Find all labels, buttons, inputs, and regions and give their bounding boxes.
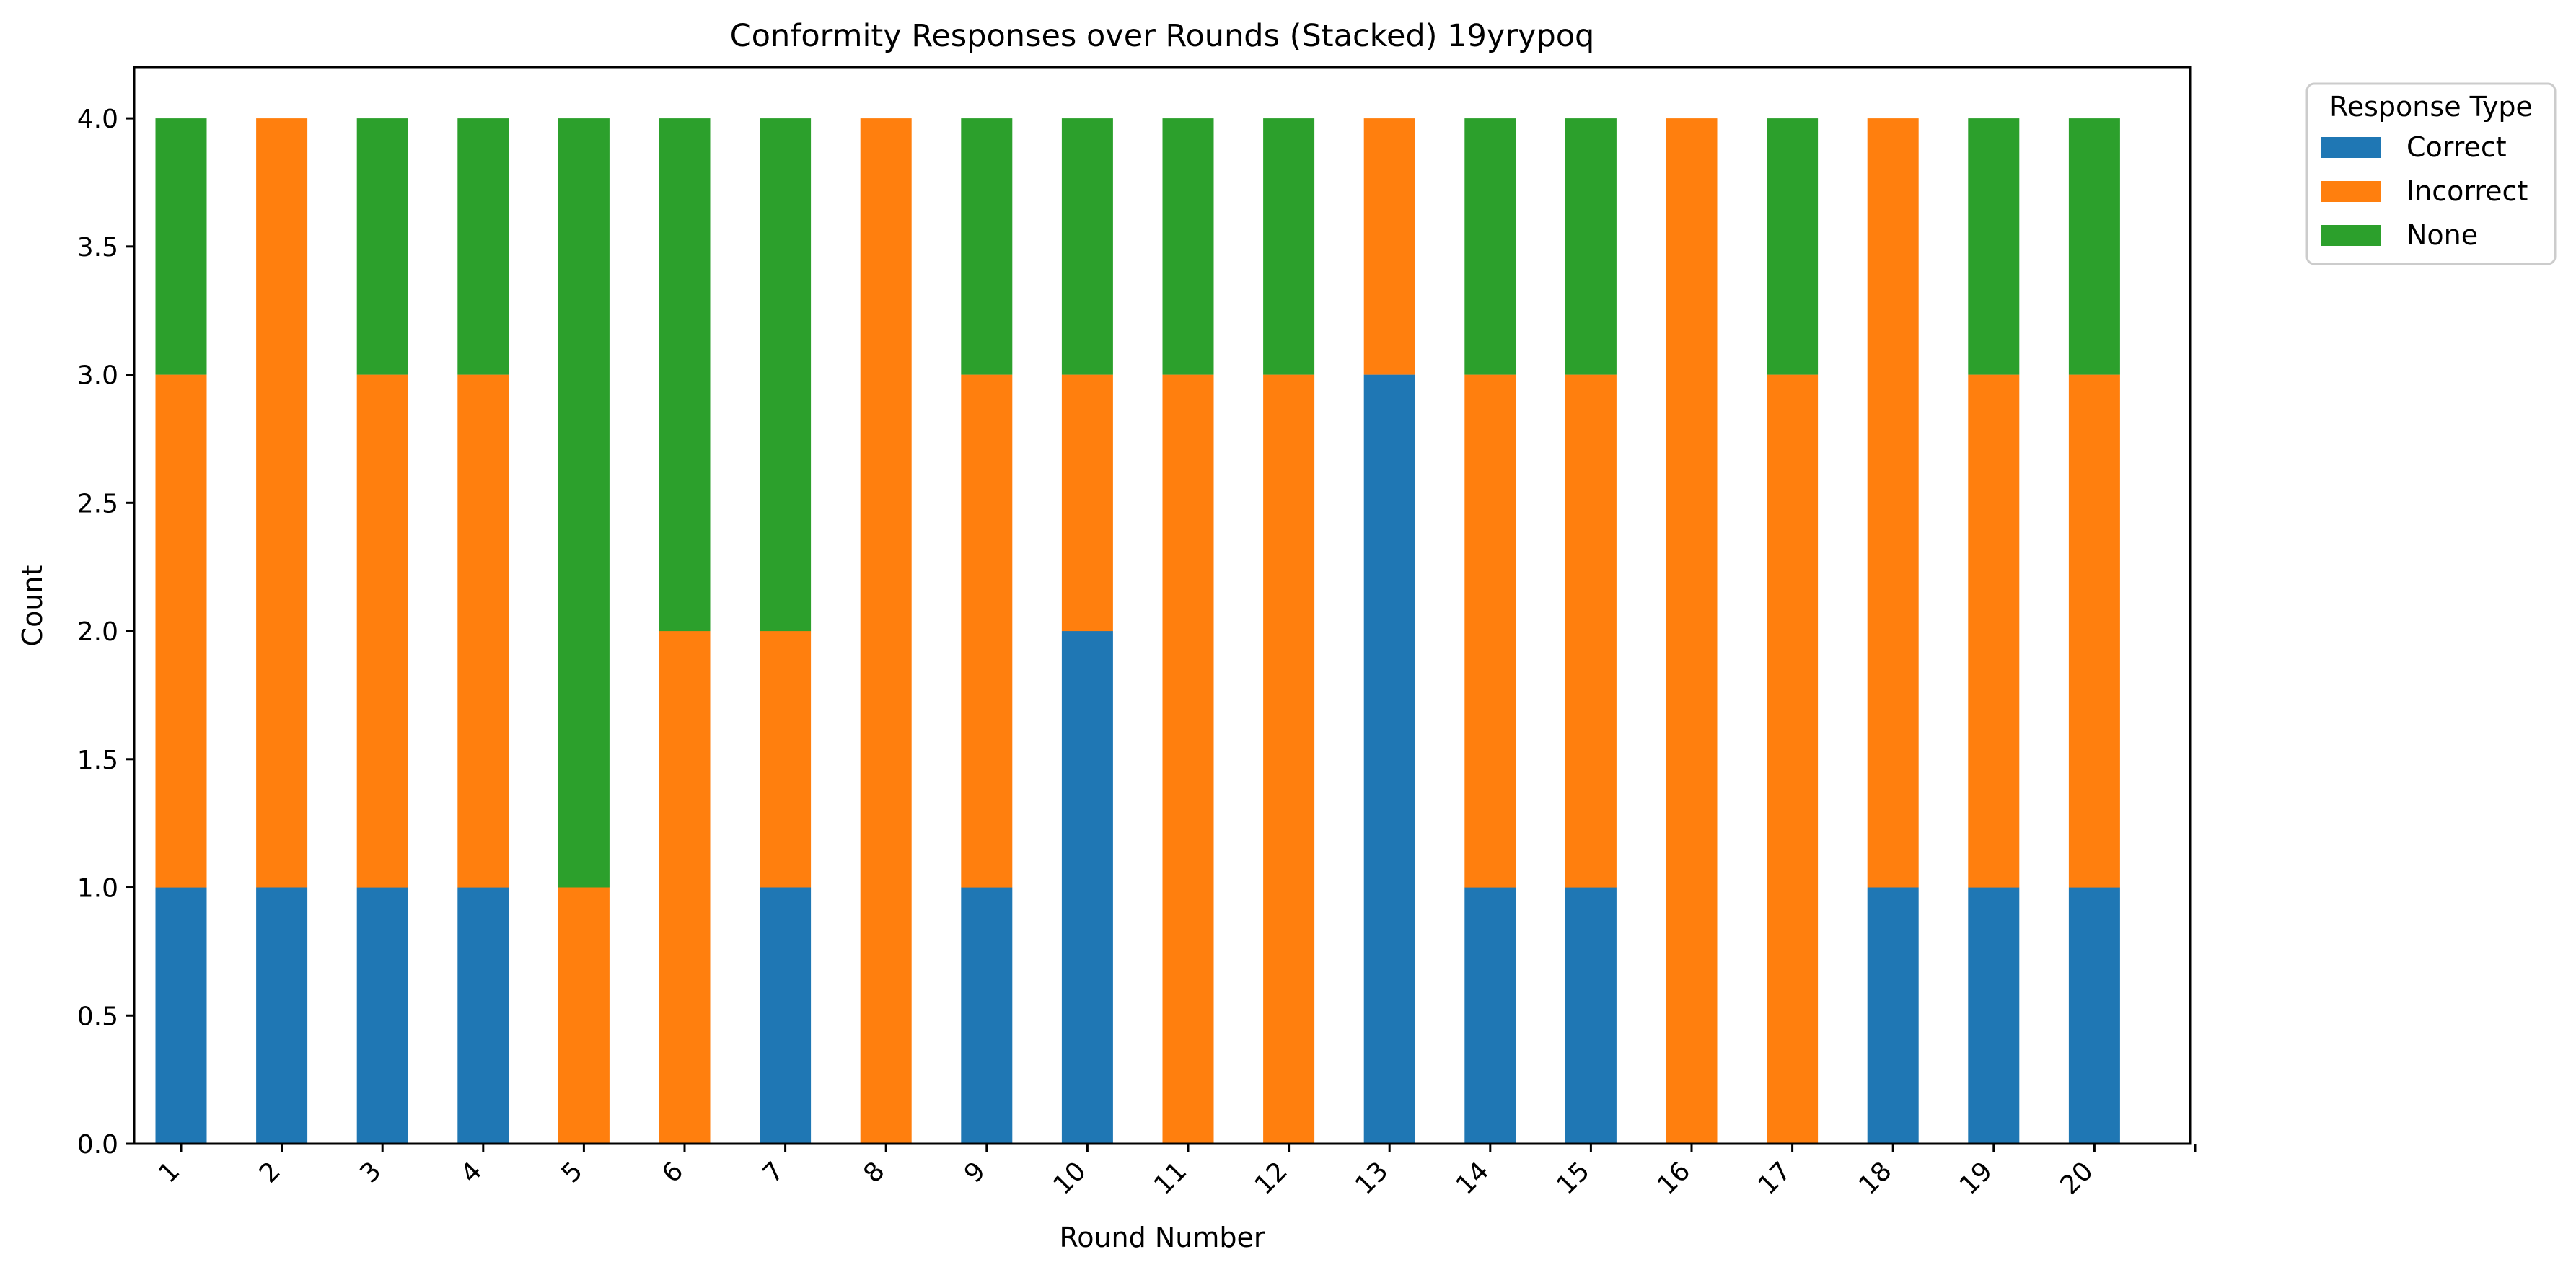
bar-none-round-3	[356, 118, 408, 375]
bar-incorrect-round-10	[1061, 374, 1113, 632]
x-axis-label: Round Number	[1060, 1222, 1265, 1253]
bar-none-round-5	[558, 118, 610, 888]
bar-incorrect-round-8	[860, 118, 912, 1144]
chart-title: Conformity Responses over Rounds (Stacke…	[730, 18, 1595, 54]
bar-incorrect-round-7	[760, 631, 812, 888]
bar-none-round-15	[1565, 118, 1617, 375]
bar-correct-round-15	[1565, 887, 1617, 1144]
legend-label-incorrect: Incorrect	[2406, 175, 2528, 207]
bar-incorrect-round-17	[1767, 374, 1819, 1144]
bar-none-round-11	[1162, 118, 1214, 375]
bar-none-round-19	[1968, 118, 2020, 375]
bar-none-round-1	[155, 118, 207, 375]
y-tick-label: 2.5	[77, 489, 118, 519]
bar-incorrect-round-12	[1263, 374, 1315, 1144]
bar-correct-round-9	[961, 887, 1013, 1144]
legend-swatch-none	[2321, 225, 2381, 246]
y-tick-label: 0.5	[77, 1002, 118, 1031]
bar-correct-round-14	[1464, 887, 1516, 1144]
bar-correct-round-19	[1968, 887, 2020, 1144]
y-axis-label: Count	[17, 565, 48, 647]
bar-incorrect-round-6	[659, 631, 711, 1144]
legend-swatch-correct	[2321, 137, 2381, 158]
bar-incorrect-round-1	[155, 374, 207, 888]
bar-correct-round-10	[1061, 631, 1113, 1144]
bar-incorrect-round-13	[1363, 118, 1415, 375]
legend-title: Response Type	[2329, 91, 2533, 123]
bar-incorrect-round-14	[1464, 374, 1516, 888]
y-tick-label: 0.0	[77, 1130, 118, 1160]
bar-none-round-6	[659, 118, 711, 632]
bar-incorrect-round-4	[457, 374, 509, 888]
bar-correct-round-3	[356, 887, 408, 1144]
bar-incorrect-round-16	[1666, 118, 1718, 1144]
bar-correct-round-18	[1867, 887, 1919, 1144]
bar-incorrect-round-9	[961, 374, 1013, 888]
bar-none-round-9	[961, 118, 1013, 375]
bar-correct-round-2	[256, 887, 308, 1144]
y-tick-label: 1.5	[77, 746, 118, 775]
bar-incorrect-round-18	[1867, 118, 1919, 888]
legend: Response Type Correct Incorrect None	[2305, 82, 2557, 265]
y-tick-label: 3.5	[77, 233, 118, 262]
bar-none-round-7	[760, 118, 812, 632]
bar-incorrect-round-20	[2068, 374, 2120, 888]
plot-frame	[133, 66, 2192, 1145]
legend-entries: Correct Incorrect None	[2321, 131, 2528, 251]
y-tick-label: 3.0	[77, 361, 118, 391]
y-tick-label: 1.0	[77, 874, 118, 904]
legend-box	[2305, 82, 2557, 265]
bar-correct-round-7	[760, 887, 812, 1144]
bar-none-round-4	[457, 118, 509, 375]
y-tick-label: 4.0	[77, 105, 118, 134]
bar-none-round-14	[1464, 118, 1516, 375]
bar-incorrect-round-11	[1162, 374, 1214, 1144]
bar-incorrect-round-2	[256, 118, 308, 888]
bar-none-round-10	[1061, 118, 1113, 375]
bar-correct-round-13	[1363, 374, 1415, 1144]
legend-label-correct: Correct	[2406, 131, 2507, 163]
bar-correct-round-20	[2068, 887, 2120, 1144]
bar-none-round-17	[1767, 118, 1819, 375]
bar-none-round-20	[2068, 118, 2120, 375]
bar-correct-round-1	[155, 887, 207, 1144]
bar-incorrect-round-15	[1565, 374, 1617, 888]
bar-none-round-12	[1263, 118, 1315, 375]
bar-incorrect-round-3	[356, 374, 408, 888]
y-axis-ticks: 0.0 0.5 1.0 1.5 2.0 2.5 3.0 3.5 4.0	[77, 105, 134, 1160]
legend-swatch-incorrect	[2321, 181, 2381, 202]
bars-layer	[155, 118, 2120, 1144]
bar-correct-round-4	[457, 887, 509, 1144]
bar-incorrect-round-19	[1968, 374, 2020, 888]
bar-incorrect-round-5	[558, 887, 610, 1144]
y-tick-label: 2.0	[77, 617, 118, 647]
legend-label-none: None	[2406, 219, 2478, 251]
